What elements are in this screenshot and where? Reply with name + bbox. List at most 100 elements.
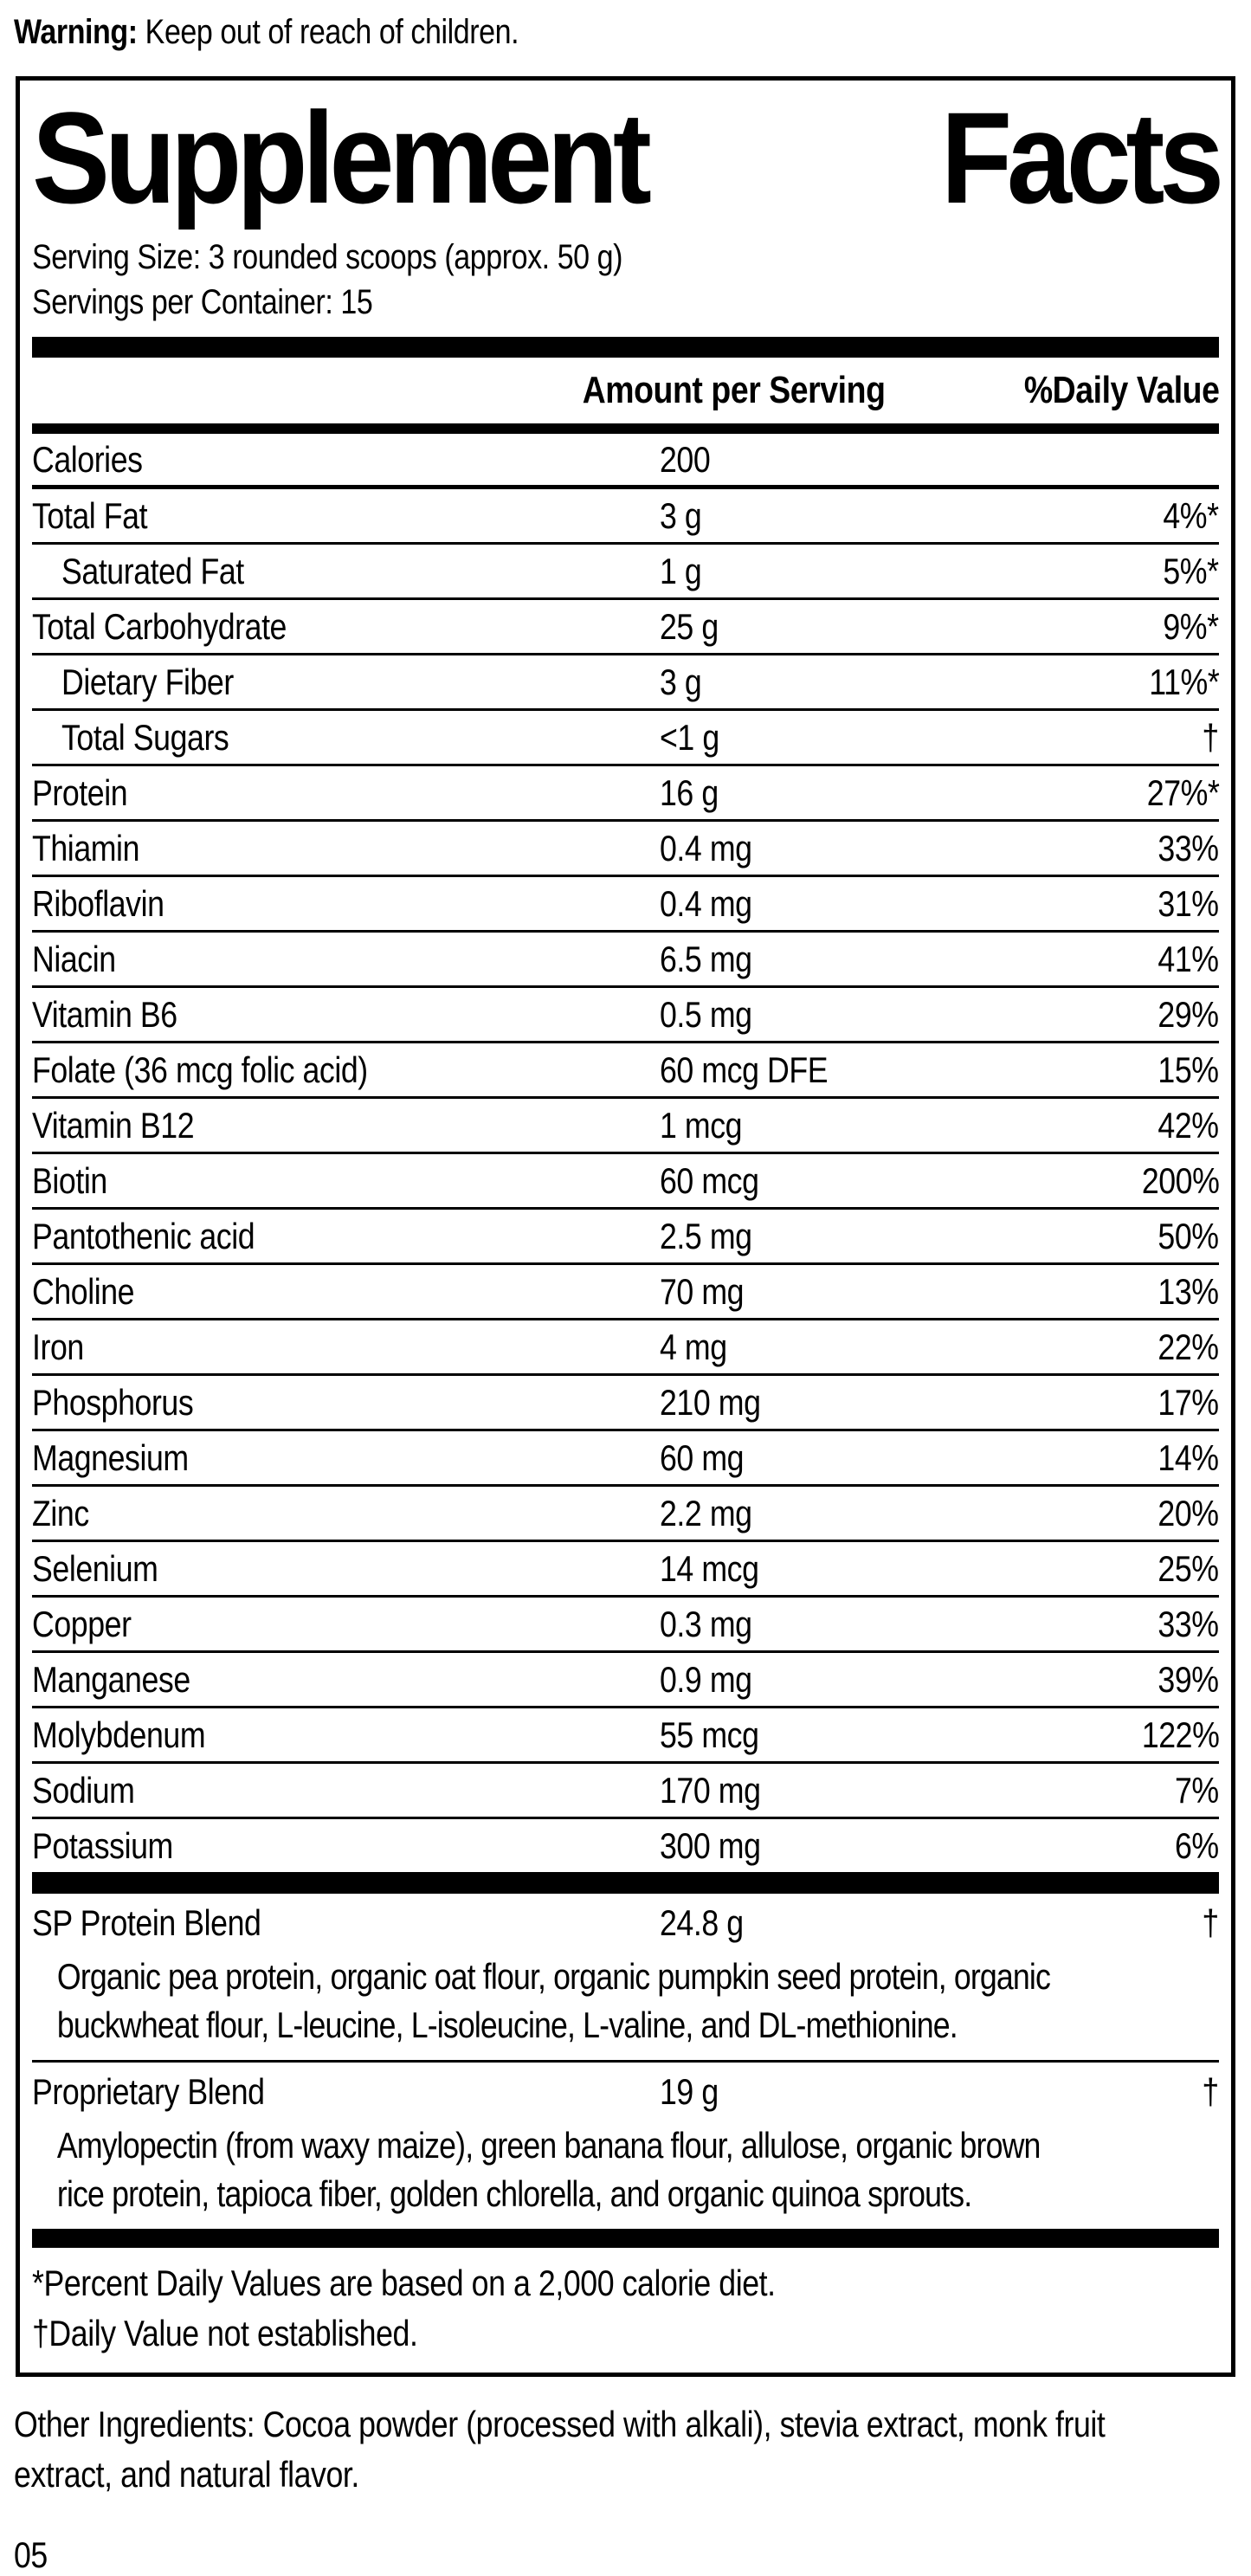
table-row: Choline 70 mg 13% xyxy=(32,1265,1219,1320)
nutrient-amount: 0.5 mg xyxy=(660,993,752,1035)
nutrient-name: Zinc xyxy=(32,1492,89,1533)
warning-text: Keep out of reach of children. xyxy=(145,13,519,51)
blend-dv: † xyxy=(1202,2071,1220,2112)
table-row: Dietary Fiber 3 g 11%* xyxy=(32,655,1219,711)
blend-amount: 24.8 g xyxy=(660,1902,744,1943)
nutrient-name: Niacin xyxy=(32,938,116,979)
page-number: 05 xyxy=(14,2534,48,2575)
divider-under-header xyxy=(32,423,1219,434)
panel-title: Supplement Facts xyxy=(32,81,1224,230)
table-row: Folate (36 mcg folic acid) 60 mcg DFE 15% xyxy=(32,1043,1219,1099)
column-headers: Amount per Serving %Daily Value xyxy=(32,358,1220,423)
nutrient-name: Magnesium xyxy=(32,1436,189,1478)
nutrient-dv: 33% xyxy=(1157,827,1220,868)
nutrient-name: Choline xyxy=(32,1270,135,1312)
nutrient-amount: 0.9 mg xyxy=(660,1658,752,1700)
nutrient-amount: 0.3 mg xyxy=(660,1603,752,1644)
blend-ingredients: Amylopectin (from waxy maize), green ban… xyxy=(56,2125,1041,2214)
blend-row: Proprietary Blend 19 g † xyxy=(32,2063,1219,2120)
table-row: Manganese 0.9 mg 39% xyxy=(32,1653,1219,1708)
nutrient-amount: 3 g xyxy=(660,494,702,536)
table-row: Selenium 14 mcg 25% xyxy=(32,1542,1219,1598)
nutrient-name: Total Sugars xyxy=(61,716,229,758)
nutrient-amount: 3 g xyxy=(660,661,702,702)
table-row: Riboflavin 0.4 mg 31% xyxy=(32,877,1219,933)
nutrient-dv: 13% xyxy=(1157,1270,1220,1312)
table-row: Thiamin 0.4 mg 33% xyxy=(32,822,1219,877)
nutrient-amount: 0.4 mg xyxy=(660,882,752,924)
nutrient-amount: 210 mg xyxy=(660,1381,761,1423)
nutrient-name: Copper xyxy=(32,1603,132,1644)
nutrient-dv: 17% xyxy=(1157,1381,1220,1423)
nutrient-dv: 39% xyxy=(1157,1658,1220,1700)
blend-section-proprietary: Proprietary Blend 19 g † Amylopectin (fr… xyxy=(32,2063,1219,2229)
table-row: Potassium 300 mg 6% xyxy=(32,1819,1219,1875)
serving-size-line: Serving Size: 3 rounded scoops (approx. … xyxy=(32,238,623,276)
nutrient-amount: 170 mg xyxy=(660,1769,761,1811)
nutrient-dv: 15% xyxy=(1157,1049,1220,1090)
blend-row: SP Protein Blend 24.8 g † xyxy=(32,1894,1219,1951)
nutrient-dv: 7% xyxy=(1175,1769,1219,1811)
table-row: Phosphorus 210 mg 17% xyxy=(32,1376,1219,1431)
divider-thick-top xyxy=(32,337,1219,358)
table-row: Biotin 60 mcg 200% xyxy=(32,1154,1219,1210)
nutrient-dv: 11%* xyxy=(1148,661,1219,702)
table-row: Total Sugars <1 g † xyxy=(32,711,1219,766)
nutrient-name: Potassium xyxy=(32,1824,173,1866)
table-row: Niacin 6.5 mg 41% xyxy=(32,933,1219,988)
nutrient-dv: 5%* xyxy=(1163,550,1220,591)
nutrient-name: Pantothenic acid xyxy=(32,1215,255,1256)
blend-dv: † xyxy=(1202,1902,1220,1943)
table-row: Total Carbohydrate 25 g 9%* xyxy=(32,600,1219,655)
nutrient-dv: 50% xyxy=(1157,1215,1220,1256)
footnote-daily-values: *Percent Daily Values are based on a 2,0… xyxy=(32,2263,776,2303)
nutrient-amount: 16 g xyxy=(660,772,719,813)
footnotes: *Percent Daily Values are based on a 2,0… xyxy=(32,2248,1219,2373)
warning-label: Warning: xyxy=(14,13,138,51)
table-row: Copper 0.3 mg 33% xyxy=(32,1598,1219,1653)
blend-ingredients: Organic pea protein, organic oat flour, … xyxy=(56,1956,1051,2045)
nutrient-dv: 9%* xyxy=(1163,605,1220,647)
other-ingredients: Other Ingredients: Cocoa powder (process… xyxy=(14,2404,1106,2495)
nutrient-dv: 25% xyxy=(1157,1547,1220,1589)
nutrient-dv: 200% xyxy=(1141,1159,1219,1201)
table-row: Zinc 2.2 mg 20% xyxy=(32,1487,1219,1542)
blend-name: Proprietary Blend xyxy=(32,2071,265,2112)
panel-title-word1: Supplement xyxy=(32,85,652,230)
column-header-amount: Amount per Serving xyxy=(582,369,886,411)
nutrient-name: Selenium xyxy=(32,1547,158,1589)
warning-line: Warning: Keep out of reach of children. xyxy=(0,0,1251,54)
nutrient-name: Protein xyxy=(32,772,128,813)
nutrient-name: Total Fat xyxy=(32,494,148,536)
table-row: Calories 200 xyxy=(32,434,1219,489)
nutrient-amount: 200 xyxy=(660,438,711,480)
nutrient-dv: 20% xyxy=(1157,1492,1220,1533)
nutrient-dv: 41% xyxy=(1157,938,1220,979)
nutrient-dv: 4%* xyxy=(1163,494,1220,536)
table-row: Saturated Fat 1 g 5%* xyxy=(32,545,1219,600)
table-row: Magnesium 60 mg 14% xyxy=(32,1431,1219,1487)
panel-title-word2: Facts xyxy=(940,85,1224,230)
nutrient-amount: 60 mcg xyxy=(660,1159,759,1201)
nutrient-amount: <1 g xyxy=(660,716,719,758)
table-row: Iron 4 mg 22% xyxy=(32,1320,1219,1376)
divider-before-footnotes xyxy=(32,2229,1219,2248)
nutrient-amount: 14 mcg xyxy=(660,1547,759,1589)
nutrient-name: Molybdenum xyxy=(32,1714,206,1755)
nutrient-name: Riboflavin xyxy=(32,882,164,924)
table-row: Vitamin B6 0.5 mg 29% xyxy=(32,988,1219,1043)
nutrient-dv: 33% xyxy=(1157,1603,1220,1644)
nutrient-name: Dietary Fiber xyxy=(61,661,234,702)
nutrient-amount: 1 mcg xyxy=(660,1104,743,1146)
nutrient-name: Iron xyxy=(32,1326,84,1367)
nutrient-dv: 22% xyxy=(1157,1326,1220,1367)
nutrient-name: Sodium xyxy=(32,1769,135,1811)
nutrient-name: Vitamin B12 xyxy=(32,1104,195,1146)
blend-name: SP Protein Blend xyxy=(32,1902,261,1943)
nutrient-dv: 29% xyxy=(1157,993,1220,1035)
blend-amount: 19 g xyxy=(660,2071,719,2112)
nutrient-amount: 4 mg xyxy=(660,1326,727,1367)
nutrient-amount: 2.2 mg xyxy=(660,1492,752,1533)
nutrient-name: Saturated Fat xyxy=(61,550,244,591)
blend-section-sp-protein: SP Protein Blend 24.8 g † Organic pea pr… xyxy=(32,1894,1219,2060)
